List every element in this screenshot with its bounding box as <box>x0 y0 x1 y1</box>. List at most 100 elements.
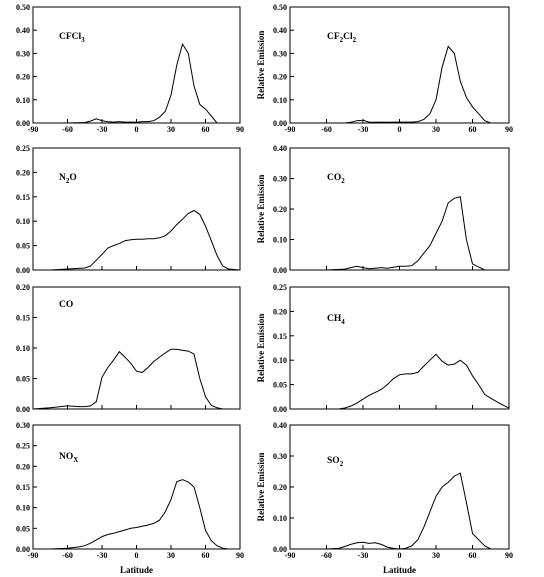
species-label: SO2 <box>327 456 344 468</box>
panel-2: 0.00 0.10 0.20 0.30 0.40 0.50 -90 -60 -30 0 30 60 90… <box>256 3 513 134</box>
y-tick-label: 0.20 <box>16 283 30 292</box>
y-axis-label: Relative Emission <box>256 453 266 522</box>
x-tick-label: 30 <box>432 125 440 134</box>
x-axis-label: Latitude <box>383 565 416 575</box>
panel-1: 0.00 0.10 0.20 0.30 0.40 0.50 -90 -60 -30 0 30 60 90… <box>16 3 244 134</box>
y-tick-label: 0.10 <box>273 96 287 105</box>
panel-3: 0.00 0.05 0.10 0.15 0.20 0.25 N2O <box>16 144 241 275</box>
panel-4: 0.00 0.10 0.20 0.30 0.40 Relative Emission CO2 <box>256 144 510 275</box>
x-tick-label: 0 <box>135 125 139 134</box>
plot-frame <box>32 147 241 271</box>
x-tick-label: 90 <box>236 551 244 560</box>
species-label: CO2 <box>327 173 345 185</box>
y-tick-label: 0.10 <box>16 504 30 513</box>
x-axis-label: Latitude <box>120 565 153 575</box>
x-tick-label: 60 <box>202 125 210 134</box>
y-tick-label: 0.10 <box>273 514 287 523</box>
y-axis-label: Relative Emission <box>256 31 266 100</box>
species-label: N2O <box>59 173 77 185</box>
y-tick-label: 0.20 <box>16 73 30 82</box>
x-tick-label: -90 <box>28 551 39 560</box>
x-tick-label: -90 <box>28 125 39 134</box>
plot-frame <box>289 147 510 271</box>
y-tick-label: 0.05 <box>16 242 30 251</box>
y-tick-label: 0.00 <box>16 266 30 275</box>
x-tick-label: -60 <box>62 551 73 560</box>
x-tick-label: -30 <box>97 125 108 134</box>
x-tick-label: -90 <box>285 125 296 134</box>
y-tick-label: 0.20 <box>273 73 287 82</box>
emission-line <box>32 348 240 410</box>
emission-line <box>290 45 509 124</box>
y-tick-label: 0.00 <box>273 405 287 414</box>
x-tick-label: 90 <box>505 551 513 560</box>
plot-frame <box>289 424 510 550</box>
y-tick-label: 0.20 <box>16 462 30 471</box>
emission-line <box>33 479 240 550</box>
x-tick-label: 60 <box>469 125 477 134</box>
y-tick-label: 0.00 <box>273 266 287 275</box>
x-tick-label: 90 <box>236 125 244 134</box>
y-tick-label: 0.50 <box>16 3 30 12</box>
x-tick-label: -60 <box>321 125 332 134</box>
y-tick-label: 0.30 <box>273 452 287 461</box>
y-axis-label: Relative Emission <box>256 314 266 383</box>
y-tick-label: 0.10 <box>273 356 287 365</box>
plot-frame <box>32 6 241 124</box>
x-tick-label: 30 <box>167 551 175 560</box>
x-tick-label: -30 <box>358 551 369 560</box>
y-tick-label: 0.15 <box>273 332 287 341</box>
y-tick-label: 0.25 <box>273 283 287 292</box>
y-tick-label: 0.05 <box>16 375 30 384</box>
x-tick-label: 90 <box>505 125 513 134</box>
y-tick-label: 0.30 <box>273 49 287 58</box>
species-label: NOX <box>59 452 78 464</box>
x-tick-label: 0 <box>135 551 139 560</box>
plot-frame <box>32 424 241 550</box>
y-tick-label: 0.25 <box>16 144 30 153</box>
y-tick-label: 0.15 <box>16 314 30 323</box>
emission-line <box>33 209 241 271</box>
y-tick-label: 0.05 <box>273 381 287 390</box>
x-tick-label: -90 <box>285 551 296 560</box>
y-tick-label: 0.40 <box>273 421 287 430</box>
y-axis-label: Relative Emission <box>256 175 266 244</box>
y-tick-label: 0.40 <box>273 144 287 153</box>
y-tick-label: 0.00 <box>273 545 287 554</box>
y-tick-label: 0.00 <box>16 119 30 128</box>
y-tick-label: 0.10 <box>16 344 30 353</box>
y-tick-label: 0.50 <box>273 3 287 12</box>
panel-5: 0.00 0.05 0.10 0.15 0.20 CO <box>16 283 241 414</box>
species-label: CH4 <box>327 314 345 326</box>
y-tick-label: 0.20 <box>273 307 287 316</box>
y-tick-label: 0.10 <box>16 96 30 105</box>
emission-line <box>33 42 240 124</box>
x-tick-label: 60 <box>202 551 210 560</box>
y-tick-label: 0.25 <box>16 442 30 451</box>
y-tick-label: 0.00 <box>273 119 287 128</box>
y-tick-label: 0.20 <box>273 483 287 492</box>
species-label: CFCl3 <box>59 32 85 44</box>
x-tick-label: 60 <box>469 551 477 560</box>
y-tick-label: 0.15 <box>16 483 30 492</box>
x-tick-label: -60 <box>321 551 332 560</box>
emission-line <box>290 196 509 271</box>
x-tick-label: 30 <box>432 551 440 560</box>
y-tick-label: 0.40 <box>273 26 287 35</box>
y-tick-label: 0.00 <box>16 545 30 554</box>
panel-7: 0.00 0.05 0.10 0.15 0.20 0.25 0.30 -90 -60 -30 0 30… <box>16 421 244 575</box>
plot-frame <box>289 6 510 124</box>
y-tick-label: 0.30 <box>273 175 287 184</box>
x-tick-label: 0 <box>398 551 402 560</box>
x-tick-label: -30 <box>358 125 369 134</box>
x-tick-label: -60 <box>62 125 73 134</box>
y-tick-label: 0.30 <box>16 49 30 58</box>
panel-6: 0.00 0.05 0.10 0.15 0.20 0.25 Relative Emissio… <box>256 283 510 414</box>
emission-line <box>290 353 510 410</box>
x-tick-label: -30 <box>97 551 108 560</box>
y-tick-label: 0.15 <box>16 193 30 202</box>
plot-frame <box>289 286 510 410</box>
species-label: CF2Cl2 <box>327 32 357 44</box>
y-tick-label: 0.10 <box>16 217 30 226</box>
